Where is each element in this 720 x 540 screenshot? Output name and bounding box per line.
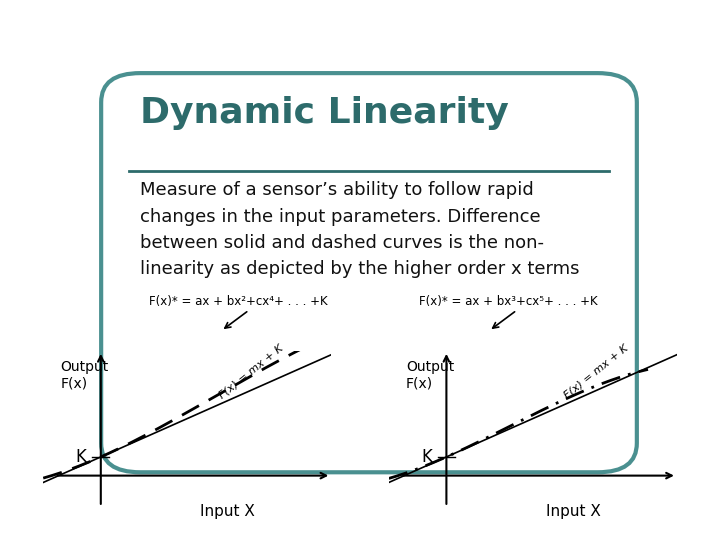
Text: F(x) = mx + K: F(x) = mx + K [217,343,284,401]
Text: Output
F(x): Output F(x) [60,360,109,390]
Text: Dynamic Linearity: Dynamic Linearity [140,96,509,130]
Text: F(x) = mx + K: F(x) = mx + K [562,343,630,401]
FancyBboxPatch shape [101,73,637,472]
Text: Measure of a sensor’s ability to follow rapid
changes in the input parameters. D: Measure of a sensor’s ability to follow … [140,181,580,279]
Text: Output
F(x): Output F(x) [406,360,454,390]
Text: Input X: Input X [200,504,255,518]
Text: Input X: Input X [546,504,600,518]
Text: K: K [421,448,432,466]
Text: F(x)* = ax + bx³+cx⁵+ . . . +K: F(x)* = ax + bx³+cx⁵+ . . . +K [419,295,598,308]
Text: F(x)* = ax + bx²+cx⁴+ . . . +K: F(x)* = ax + bx²+cx⁴+ . . . +K [148,295,327,308]
Text: K: K [76,448,86,466]
